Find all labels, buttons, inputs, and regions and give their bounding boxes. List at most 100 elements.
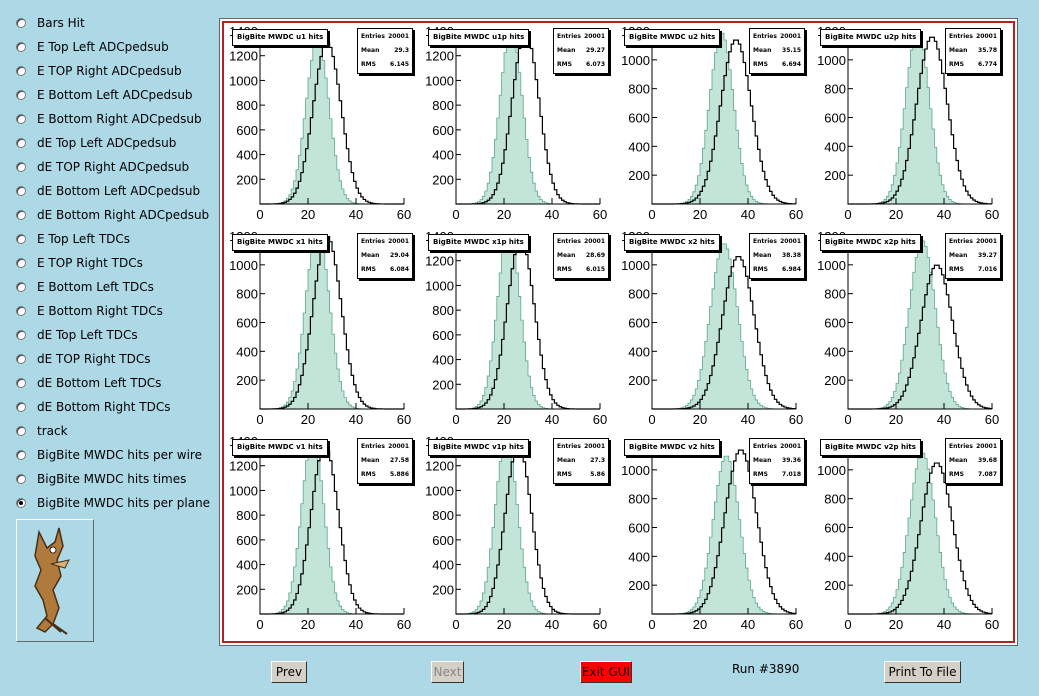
stats-value: 39.27 [978,252,997,259]
radio-option-label: track [37,424,68,438]
y-tick-label: 800 [236,98,258,113]
radio-option[interactable]: BigBite MWDC hits times [16,469,186,489]
stats-label: Entries [949,33,973,40]
radio-unchecked-icon[interactable] [16,234,26,244]
radio-option[interactable]: E Top Left TDCs [16,229,130,249]
stats-value: 20001 [388,238,409,245]
radio-unchecked-icon[interactable] [16,138,26,148]
radio-unchecked-icon[interactable] [16,378,26,388]
radio-unchecked-icon[interactable] [16,42,26,52]
y-tick-label: 400 [432,148,454,163]
y-tick-label: 400 [432,558,454,573]
radio-unchecked-icon[interactable] [16,426,26,436]
radio-option[interactable]: dE TOP Right ADCpedsub [16,157,189,177]
radio-unchecked-icon[interactable] [16,258,26,268]
y-tick-label: 1200 [425,254,454,269]
stats-label: RMS [949,266,964,273]
y-tick-label: 400 [824,139,846,154]
radio-option[interactable]: dE TOP Right TDCs [16,349,150,369]
y-tick-label: 600 [824,111,846,126]
radio-option[interactable]: E Bottom Right ADCpedsub [16,109,202,129]
next-button[interactable]: Next [431,661,464,683]
radio-unchecked-icon[interactable] [16,354,26,364]
y-tick-label: 600 [432,533,454,548]
stats-label: Entries [949,238,973,245]
x-tick-label: 40 [545,412,559,427]
stats-label: RMS [557,471,572,478]
stats-label: Mean [949,47,968,54]
print-to-file-button[interactable]: Print To File [884,661,961,683]
y-tick-label: 800 [432,98,454,113]
histogram-title: BigBite MWDC x2p hits [820,234,921,251]
radio-option[interactable]: E Bottom Right TDCs [16,301,163,321]
stats-label: Entries [949,443,973,450]
radio-unchecked-icon[interactable] [16,90,26,100]
y-tick-label: 1000 [621,53,650,68]
y-tick-label: 600 [432,123,454,138]
x-tick-label: 40 [937,617,951,632]
radio-unchecked-icon[interactable] [16,306,26,316]
prev-button[interactable]: Prev [271,661,307,683]
radio-option[interactable]: E Bottom Left TDCs [16,277,154,297]
radio-unchecked-icon[interactable] [16,114,26,124]
stats-row-rms: RMS 5.86 [557,471,605,481]
radio-option-label: dE Top Left ADCpedsub [37,136,177,150]
radio-option-label: E TOP Right ADCpedsub [37,64,182,78]
radio-unchecked-icon[interactable] [16,66,26,76]
radio-option[interactable]: E TOP Right TDCs [16,253,143,273]
y-tick-label: 1200 [229,49,258,64]
radio-option[interactable]: dE Top Left ADCpedsub [16,133,176,153]
radio-option[interactable]: dE Bottom Left ADCpedsub [16,181,200,201]
x-tick-label: 0 [256,207,263,222]
radio-option[interactable]: E Top Left ADCpedsub [16,37,169,57]
radio-unchecked-icon[interactable] [16,330,26,340]
radio-option[interactable]: dE Top Left TDCs [16,325,138,345]
y-tick-label: 600 [628,316,650,331]
radio-option[interactable]: Bars Hit [16,13,85,33]
histogram-title: BigBite MWDC x1p hits [428,234,529,251]
stats-label: RMS [557,61,572,68]
radio-unchecked-icon[interactable] [16,210,26,220]
stats-label: Mean [753,457,772,464]
histogram-title: BigBite MWDC u2p hits [820,29,922,46]
radio-checked-icon[interactable] [16,498,26,508]
stats-row-entries: Entries 20001 [949,33,997,43]
radio-unchecked-icon[interactable] [16,474,26,484]
histogram-title: BigBite MWDC v1p hits [428,439,529,456]
stats-box: Entries 20001 Mean 39.27 RMS 7.016 [945,233,1001,279]
exit-gui-button[interactable]: Exit GUI [580,661,632,683]
radio-option[interactable]: dE Bottom Right TDCs [16,397,170,417]
histogram-pad: 2004006008001000120014000204060BigBite M… [224,23,420,228]
y-tick-label: 800 [824,492,846,507]
stats-row-mean: Mean 39.68 [949,457,997,467]
radio-option-label: dE Bottom Left TDCs [37,376,162,390]
radio-option-label: dE Bottom Right ADCpedsub [37,208,210,222]
radio-option[interactable]: E Bottom Left ADCpedsub [16,85,193,105]
radio-unchecked-icon[interactable] [16,18,26,28]
radio-unchecked-icon[interactable] [16,282,26,292]
y-tick-label: 800 [432,508,454,523]
stats-value: 7.087 [978,471,997,478]
x-tick-label: 20 [497,617,511,632]
stats-row-entries: Entries 20001 [753,443,801,453]
radio-unchecked-icon[interactable] [16,162,26,172]
radio-unchecked-icon[interactable] [16,450,26,460]
radio-option[interactable]: BigBite MWDC hits per wire [16,445,202,465]
x-tick-label: 60 [985,412,999,427]
stats-value: 35.78 [978,47,997,54]
radio-unchecked-icon[interactable] [16,402,26,412]
radio-option[interactable]: BigBite MWDC hits per plane [16,493,210,513]
radio-unchecked-icon[interactable] [16,186,26,196]
radio-option[interactable]: track [16,421,68,441]
stats-value: 6.694 [782,61,801,68]
stats-value: 6.073 [586,61,605,68]
coyote-logo-icon [16,519,94,642]
x-tick-label: 0 [648,207,655,222]
x-tick-label: 20 [889,617,903,632]
radio-option[interactable]: dE Bottom Left TDCs [16,373,161,393]
histogram-title: BigBite MWDC u1p hits [428,29,530,46]
stats-label: Entries [753,33,777,40]
radio-option[interactable]: E TOP Right ADCpedsub [16,61,182,81]
stats-row-mean: Mean 29.3 [361,47,409,57]
radio-option[interactable]: dE Bottom Right ADCpedsub [16,205,209,225]
